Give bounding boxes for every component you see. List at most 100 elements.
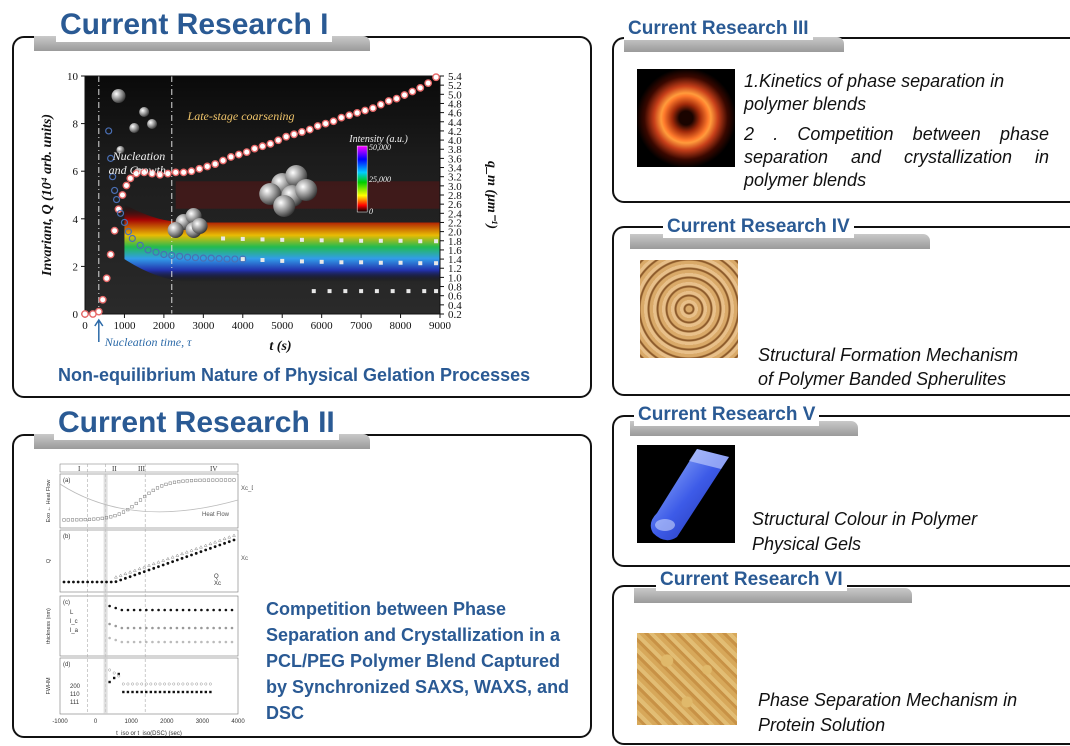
invariant-point — [203, 162, 212, 171]
heat-flow-point — [92, 517, 96, 521]
thickness-point — [157, 640, 160, 644]
thickness-point — [206, 640, 209, 644]
qm-secondary-point — [390, 289, 395, 294]
xc-point — [147, 568, 151, 572]
xc-point — [128, 575, 132, 579]
qm-point — [199, 254, 207, 262]
research-3-item-1: 1.Kinetics of phase separation in polyme… — [744, 71, 1005, 114]
xc-point — [142, 570, 146, 574]
qm-point — [109, 173, 117, 181]
research-6-caption-2: Protein Solution — [758, 715, 886, 735]
thickness-point — [114, 624, 118, 628]
subplot-frame — [59, 657, 239, 715]
fwhm-point-open — [181, 682, 185, 686]
heat-flow-point — [206, 478, 211, 482]
qm-secondary-point — [434, 239, 439, 244]
heat-flow-point — [181, 479, 185, 483]
fwhm-point-open — [121, 682, 125, 686]
q-point — [175, 553, 180, 557]
invariant-point — [227, 153, 235, 161]
fwhm-point-open — [140, 682, 144, 686]
thickness-point — [132, 640, 136, 644]
invariant-point — [305, 125, 314, 134]
qm-secondary-point — [359, 289, 364, 294]
invariant-point — [211, 160, 220, 168]
subplot-label: (d) — [63, 662, 70, 668]
series-2 — [240, 257, 439, 266]
invariant-point — [290, 130, 298, 139]
fwhm-point — [117, 672, 120, 676]
subplot-ylabel: thickness (nm) — [46, 608, 52, 644]
xc-point — [190, 553, 193, 557]
thickness-point — [145, 640, 148, 644]
xc-point — [227, 540, 231, 544]
title-research-3: Current Research III — [624, 18, 813, 40]
xc-point — [194, 551, 198, 555]
xc-point — [218, 543, 222, 547]
xc-point — [95, 580, 99, 584]
q-point — [222, 536, 227, 541]
qm-secondary-point — [311, 289, 316, 294]
invariant-point — [408, 87, 417, 96]
q-point — [123, 571, 128, 576]
fwhm-point — [163, 690, 166, 694]
qm-point — [128, 234, 136, 243]
y2-tick-label: 3.6 — [448, 153, 462, 165]
heat-flow-point — [185, 479, 189, 483]
legend-b-item: Xc — [214, 581, 221, 587]
q-point — [114, 575, 118, 579]
xc-point — [81, 580, 85, 584]
invariant-point — [242, 148, 251, 157]
y2-tick-label: 0.6 — [448, 291, 462, 303]
thickness-point — [218, 626, 222, 630]
qm-point — [215, 255, 223, 263]
y2-tick-label: 2.6 — [448, 199, 462, 211]
heat-flow-point — [189, 479, 194, 483]
thickness-point — [151, 626, 154, 630]
fwhm-point-open — [167, 682, 171, 686]
invariant-point — [110, 226, 119, 235]
stage-label: II — [112, 465, 117, 473]
y2-axis-label: q_m (μm⁻¹) — [484, 161, 499, 229]
thickness-point — [175, 626, 179, 630]
droplet-sphere — [147, 119, 158, 129]
structural-colour-gel-image — [637, 445, 735, 543]
invariant-point — [148, 169, 156, 178]
stage-header — [59, 463, 239, 473]
fwhm-point-open — [186, 682, 189, 686]
thickness-point — [169, 608, 173, 612]
fwhm-point — [126, 690, 130, 694]
thickness-point — [175, 608, 179, 612]
invariant-point — [140, 168, 149, 177]
y2-tick-label: 3.4 — [448, 163, 462, 175]
thickness-point — [212, 608, 215, 612]
x-tick-label: 2000 — [153, 320, 176, 332]
fwhm-point — [209, 690, 212, 694]
fwhm-point — [108, 680, 111, 684]
y-tick-label: 8 — [73, 119, 79, 131]
heat-flow-point — [211, 478, 215, 482]
y2-tick-label: 4.8 — [448, 98, 462, 110]
x-tick-label: 5000 — [271, 320, 294, 332]
heat-flow-point — [164, 482, 168, 486]
thickness-point — [200, 608, 203, 612]
fwhm-point — [145, 690, 148, 694]
qm-point — [176, 252, 184, 260]
fwhm-point-open — [204, 682, 208, 686]
fwhm-point-open — [190, 682, 194, 686]
fwhm-point-open — [208, 682, 212, 686]
q-point — [194, 546, 199, 551]
invariant-point — [274, 136, 283, 145]
fwhm-point-open — [172, 682, 176, 686]
qm-point — [112, 195, 121, 204]
title-research-5: Current Research V — [634, 404, 820, 426]
qm-secondary-point — [343, 289, 348, 294]
fwhm-point — [158, 690, 162, 694]
qm-point — [207, 254, 215, 262]
research-3-item-2: 2 . Competition between phase separation… — [744, 124, 1049, 190]
fig2-x-tick-label: 0 — [94, 719, 98, 725]
nucleation-label-1: Nucleation — [112, 149, 166, 163]
title-research-1: Current Research I — [56, 8, 333, 42]
heat-flow-point — [215, 478, 219, 482]
fwhm-point-open — [163, 682, 167, 686]
